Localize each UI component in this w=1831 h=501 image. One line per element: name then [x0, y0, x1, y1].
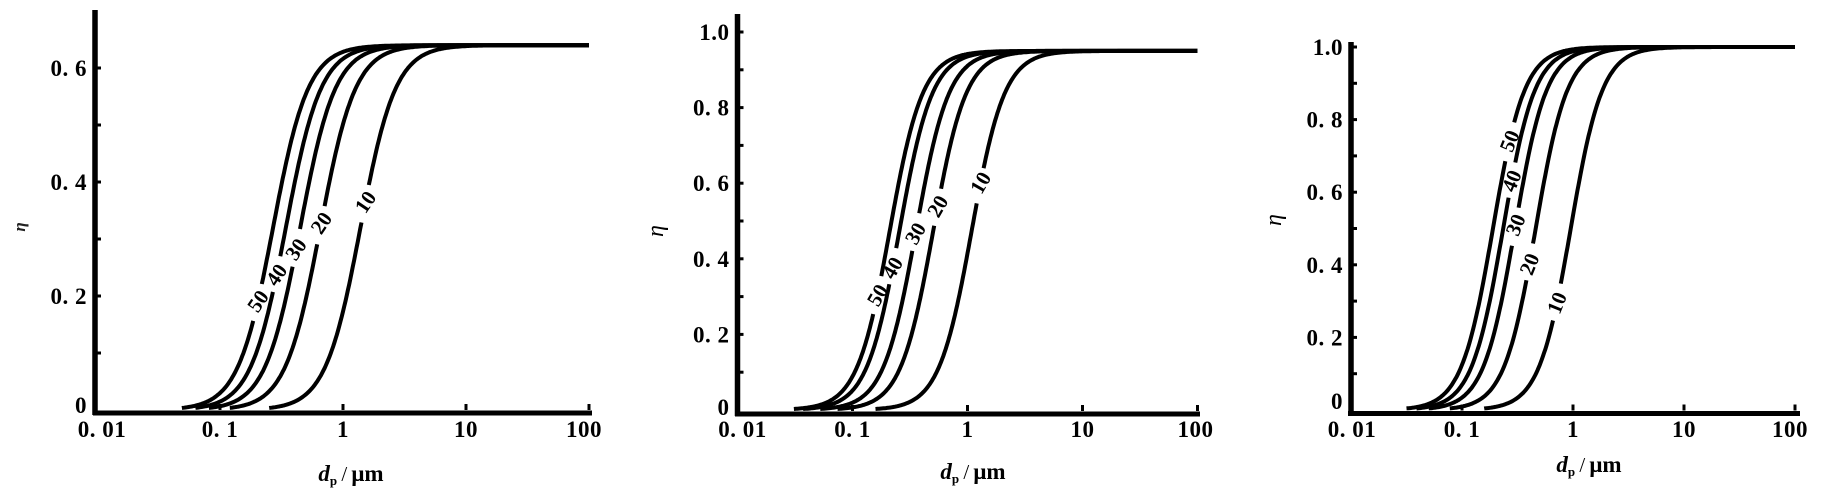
svg-text:η: η — [1261, 214, 1287, 226]
svg-text:10: 10 — [1672, 417, 1696, 442]
svg-text:0. 2: 0. 2 — [51, 284, 88, 309]
svg-text:0. 6: 0. 6 — [51, 56, 88, 81]
svg-text:0. 01: 0. 01 — [1328, 417, 1377, 442]
svg-text:1: 1 — [1567, 417, 1579, 442]
svg-text:0. 4: 0. 4 — [693, 247, 730, 272]
svg-text:dp / μm: dp / μm — [1556, 452, 1621, 479]
svg-text:0. 2: 0. 2 — [1307, 325, 1344, 350]
svg-text:0. 1: 0. 1 — [834, 417, 871, 442]
svg-text:dp / μm: dp / μm — [318, 461, 383, 488]
svg-text:1: 1 — [337, 417, 349, 442]
svg-text:0. 6: 0. 6 — [693, 171, 730, 196]
svg-text:0. 2: 0. 2 — [693, 322, 730, 347]
svg-text:10: 10 — [1071, 417, 1095, 442]
svg-text:0. 4: 0. 4 — [51, 170, 88, 195]
svg-text:100: 100 — [1772, 417, 1808, 442]
svg-text:0: 0 — [1331, 389, 1343, 414]
svg-text:10: 10 — [454, 417, 478, 442]
svg-text:1.0: 1.0 — [699, 20, 729, 45]
svg-text:0: 0 — [718, 395, 730, 420]
svg-text:1: 1 — [962, 417, 974, 442]
svg-text:0. 8: 0. 8 — [693, 96, 730, 121]
svg-text:100: 100 — [566, 417, 602, 442]
svg-text:η: η — [10, 222, 29, 231]
svg-text:1.0: 1.0 — [1313, 35, 1343, 60]
svg-text:0. 1: 0. 1 — [202, 417, 239, 442]
svg-text:0. 01: 0. 01 — [78, 417, 127, 442]
svg-text:0. 6: 0. 6 — [1307, 180, 1344, 205]
svg-text:0: 0 — [75, 393, 87, 418]
svg-text:0. 4: 0. 4 — [1307, 253, 1344, 278]
svg-text:0. 8: 0. 8 — [1307, 108, 1344, 133]
svg-text:0. 1: 0. 1 — [1444, 417, 1481, 442]
svg-text:100: 100 — [1178, 417, 1214, 442]
svg-text:η: η — [643, 225, 669, 237]
svg-text:dp / μm: dp / μm — [940, 459, 1005, 486]
svg-text:0. 01: 0. 01 — [718, 417, 767, 442]
